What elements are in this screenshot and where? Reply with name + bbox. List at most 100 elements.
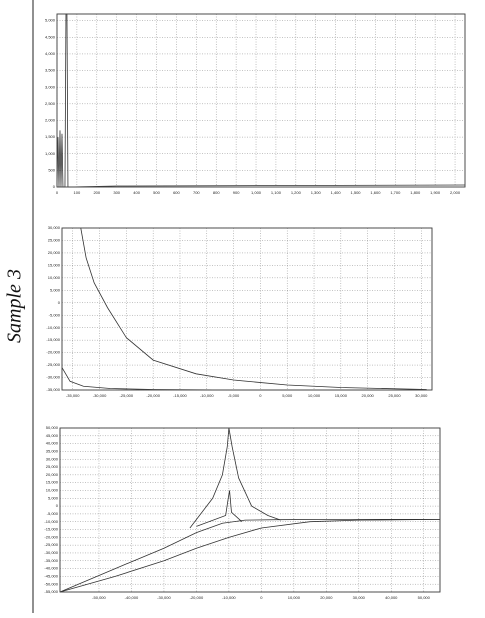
- plot-frame: [61, 227, 433, 391]
- x-tick-label: -30,000: [157, 595, 171, 600]
- y-tick-label: 2,000: [45, 118, 56, 123]
- x-tick-label: 25,000: [388, 393, 401, 398]
- y-tick-label: -55,000: [44, 589, 58, 594]
- x-tick-label: 1,700: [390, 190, 401, 195]
- y-tick-label: 3,000: [45, 84, 56, 89]
- y-tick-label: 30,000: [48, 225, 61, 230]
- y-tick-label: 0: [53, 184, 56, 189]
- x-tick-label: -10,000: [222, 595, 236, 600]
- x-tick-label: 10,000: [308, 393, 321, 398]
- y-tick-label: 35,000: [46, 448, 59, 453]
- x-tick-label: 10,000: [288, 595, 301, 600]
- line: [189, 427, 281, 529]
- x-tick-label: 1,400: [331, 190, 342, 195]
- y-tick-label: 1,000: [45, 151, 56, 156]
- y-tick-label: 10,000: [46, 488, 59, 493]
- plot-frame: [59, 427, 441, 593]
- y-tick-label: 2,500: [45, 101, 56, 106]
- y-tick-label: 45,000: [46, 433, 59, 438]
- x-tick-label: -40,000: [125, 595, 139, 600]
- x-tick-label: 2,000: [450, 190, 461, 195]
- x-tick-label: 300: [113, 190, 120, 195]
- line: [59, 518, 441, 593]
- x-tick-label: 1,600: [370, 190, 381, 195]
- y-tick-label: 25,000: [46, 464, 59, 469]
- line: [196, 490, 243, 527]
- x-tick-label: 400: [133, 190, 140, 195]
- y-tick-label: 1,500: [45, 134, 56, 139]
- y-tick-label: 50,000: [46, 425, 59, 430]
- y-tick-label: -30,000: [44, 550, 58, 555]
- y-tick-label: 0: [56, 503, 59, 508]
- y-tick-label: 3,500: [45, 68, 56, 73]
- x-tick-label: 1,200: [291, 190, 302, 195]
- y-tick-label: 15,000: [46, 480, 59, 485]
- x-tick-label: 0: [259, 393, 262, 398]
- x-tick-label: 1,000: [251, 190, 262, 195]
- y-tick-label: -35,000: [44, 558, 58, 563]
- x-tick-label: -35,000: [66, 393, 80, 398]
- x-tick-label: 20,000: [320, 595, 333, 600]
- y-tick-label: -30,000: [46, 375, 60, 380]
- y-tick-label: 500: [48, 167, 55, 172]
- y-tick-label: -35,000: [46, 387, 60, 392]
- y-tick-label: 4,000: [45, 51, 56, 56]
- y-tick-label: -50,000: [44, 581, 58, 586]
- x-tick-label: 15,000: [335, 393, 348, 398]
- side-label: Sample 3: [4, 269, 26, 343]
- y-tick-label: -10,000: [46, 325, 60, 330]
- x-tick-label: 200: [93, 190, 100, 195]
- y-tick-label: 20,000: [48, 250, 61, 255]
- x-tick-label: 900: [233, 190, 240, 195]
- y-tick-label: -40,000: [44, 566, 58, 571]
- y-tick-label: 5,000: [45, 18, 56, 23]
- x-tick-label: 100: [74, 190, 81, 195]
- x-tick-label: 40,000: [385, 595, 398, 600]
- x-tick-label: 50,000: [418, 595, 431, 600]
- x-tick-label: 500: [153, 190, 160, 195]
- y-tick-label: -25,000: [44, 542, 58, 547]
- x-tick-label: -20,000: [146, 393, 160, 398]
- x-tick-label: 0: [56, 190, 59, 195]
- y-tick-label: 40,000: [46, 441, 59, 446]
- x-tick-label: -30,000: [93, 393, 107, 398]
- x-tick-label: 1,100: [271, 190, 282, 195]
- y-tick-label: 15,000: [48, 262, 61, 267]
- y-tick-label: 5,000: [50, 287, 61, 292]
- x-tick-label: -5,000: [228, 393, 240, 398]
- y-tick-label: 0: [58, 300, 61, 305]
- y-tick-label: 5,000: [48, 495, 59, 500]
- x-tick-label: -10,000: [200, 393, 214, 398]
- y-tick-label: 30,000: [46, 456, 59, 461]
- x-tick-label: 0: [260, 595, 263, 600]
- y-tick-label: -15,000: [46, 337, 60, 342]
- y-tick-label: -15,000: [44, 527, 58, 532]
- y-tick-label: 10,000: [48, 275, 61, 280]
- plot-frame: [56, 13, 466, 188]
- x-tick-label: 1,800: [410, 190, 421, 195]
- x-tick-label: 30,000: [353, 595, 366, 600]
- x-tick-label: 800: [213, 190, 220, 195]
- x-tick-label: 30,000: [415, 393, 428, 398]
- line: [59, 518, 440, 593]
- y-tick-label: -5,000: [47, 511, 59, 516]
- y-tick-label: -25,000: [46, 362, 60, 367]
- x-tick-label: -15,000: [173, 393, 187, 398]
- y-tick-label: -20,000: [44, 534, 58, 539]
- x-tick-label: -20,000: [190, 595, 204, 600]
- y-tick-label: 25,000: [48, 238, 61, 243]
- y-tick-label: 4,500: [45, 34, 56, 39]
- x-tick-label: 600: [173, 190, 180, 195]
- x-tick-label: 1,500: [351, 190, 362, 195]
- y-tick-label: -45,000: [44, 573, 58, 578]
- y-tick-label: 20,000: [46, 472, 59, 477]
- x-tick-label: 1,900: [430, 190, 441, 195]
- x-tick-label: 5,000: [282, 393, 293, 398]
- x-tick-label: 1,300: [311, 190, 322, 195]
- line: [80, 227, 427, 390]
- y-tick-label: -20,000: [46, 350, 60, 355]
- x-tick-label: -25,000: [120, 393, 134, 398]
